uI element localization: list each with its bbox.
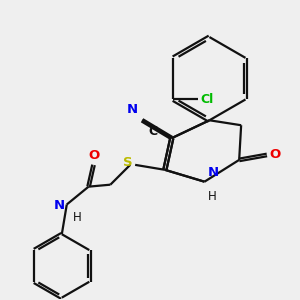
Text: N: N bbox=[208, 166, 219, 179]
Text: H: H bbox=[73, 212, 82, 224]
Text: O: O bbox=[269, 148, 280, 161]
Text: S: S bbox=[122, 156, 132, 170]
Text: O: O bbox=[88, 149, 99, 162]
Text: H: H bbox=[208, 190, 216, 202]
Text: Cl: Cl bbox=[200, 93, 213, 106]
Text: C: C bbox=[148, 125, 157, 138]
Text: N: N bbox=[54, 199, 65, 212]
Text: N: N bbox=[127, 103, 138, 116]
